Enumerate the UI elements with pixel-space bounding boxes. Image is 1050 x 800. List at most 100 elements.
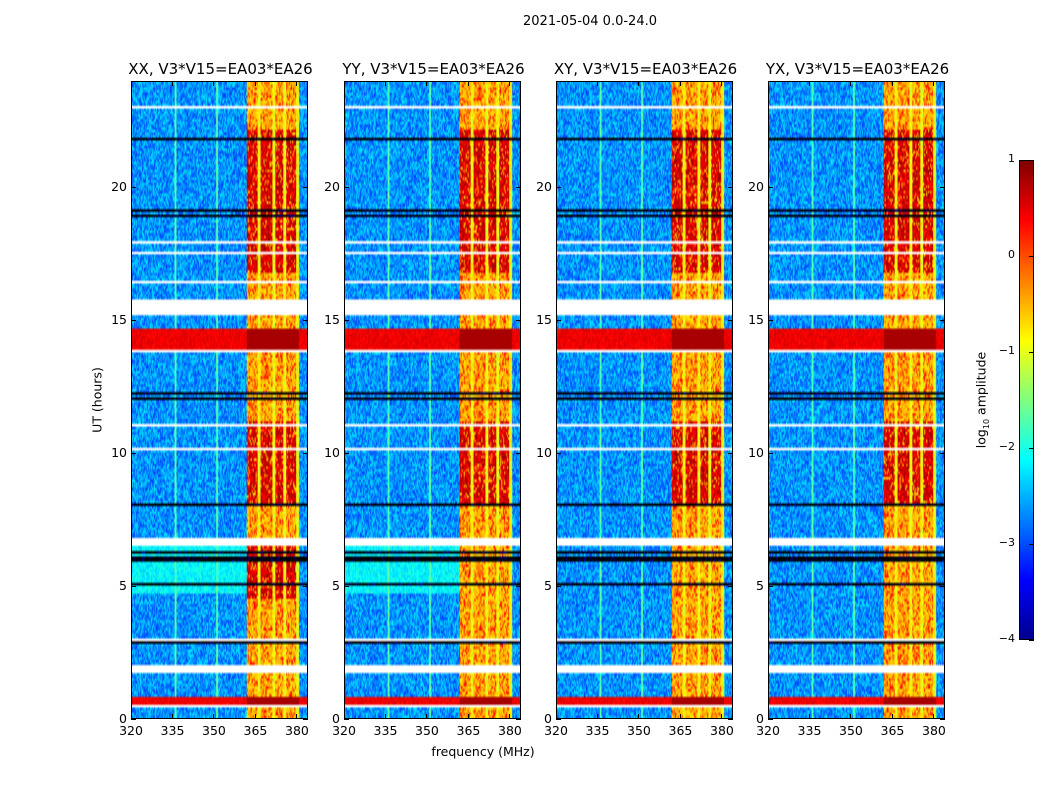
y-tick-label: 10 [324,445,340,461]
x-axis-label: frequency (MHz) [431,744,535,759]
x-tick-label: 365 [668,723,693,738]
x-tick-mark [171,714,173,719]
y-tick-label: 5 [119,578,127,594]
y-tick-mark [556,319,561,321]
y-tick-mark [728,452,733,454]
y-tick-label: 10 [111,445,127,461]
y-tick-mark [768,718,773,720]
x-tick-mark [171,81,173,86]
x-tick-mark [426,81,428,86]
x-tick-mark [296,81,298,86]
colorbar-tick-mark [1029,351,1034,353]
colorbar-tick-label: −3 [998,536,1015,549]
x-tick-mark [343,714,345,719]
x-tick-mark [638,714,640,719]
x-tick-mark [721,714,723,719]
y-tick-mark [556,718,561,720]
y-tick-label: 0 [332,711,340,726]
y-tick-mark [516,452,521,454]
y-tick-mark [303,319,308,321]
colorbar-tick-label: −1 [998,344,1015,357]
x-tick-label: 350 [202,723,226,738]
x-tick-label: 365 [243,723,268,738]
colorbar-label: log10 amplitude [973,351,991,449]
x-tick-label: 380 [498,723,522,738]
x-tick-mark [296,714,298,719]
y-tick-mark [516,186,521,188]
x-tick-label: 350 [415,723,439,738]
figure-title: 2021-05-04 0.0-24.0 [523,14,657,29]
y-tick-label: 15 [748,312,764,328]
y-tick-mark [940,319,945,321]
x-tick-label: 365 [880,723,905,738]
x-tick-label: 335 [373,723,398,738]
y-tick-label: 20 [324,179,340,195]
y-tick-mark [131,718,136,720]
y-tick-label: 15 [324,312,340,328]
y-tick-mark [768,585,773,587]
y-tick-label: 5 [332,578,340,594]
y-tick-mark [940,585,945,587]
x-tick-mark [679,81,681,86]
x-tick-mark [767,81,769,86]
y-tick-mark [768,186,773,188]
x-tick-label: 335 [585,723,610,738]
y-tick-label: 0 [119,711,127,726]
y-tick-label: 15 [111,312,127,328]
colorbar-tick-mark [1029,159,1034,161]
y-tick-mark [131,319,136,321]
y-tick-label: 20 [111,179,127,195]
y-tick-mark [516,718,521,720]
y-tick-label: 0 [544,711,552,726]
colorbar-tick-label: 1 [1008,152,1015,165]
y-tick-mark [728,319,733,321]
x-tick-label: 320 [756,723,780,738]
heatmap-cells [132,82,307,718]
y-tick-mark [940,452,945,454]
y-tick-label: 5 [544,578,552,594]
y-tick-mark [344,718,349,720]
colorbar [1019,160,1034,640]
y-axis-label: UT (hours) [89,367,105,433]
x-tick-label: 320 [332,723,356,738]
x-tick-mark [343,81,345,86]
x-tick-mark [891,81,893,86]
x-tick-mark [679,714,681,719]
heatmap-panel-1: XX, V3*V15=EA03*EA26 [128,60,313,719]
panel-title: YY, V3*V15=EA03*EA26 [342,60,525,78]
heatmap-panel-4: YX, V3*V15=EA03*EA26 [766,60,949,719]
x-tick-mark [808,81,810,86]
y-tick-mark [768,452,773,454]
x-tick-mark [467,714,469,719]
x-tick-mark [850,81,852,86]
y-tick-label: 20 [748,179,764,195]
y-tick-label: 15 [536,312,552,328]
y-tick-mark [344,585,349,587]
x-tick-mark [808,714,810,719]
x-tick-label: 380 [710,723,734,738]
y-tick-mark [131,585,136,587]
y-tick-label: 10 [536,445,552,461]
heatmap-panel-2: YY, V3*V15=EA03*EA26 [342,60,525,719]
x-tick-label: 350 [627,723,651,738]
y-tick-mark [516,319,521,321]
y-tick-mark [940,718,945,720]
heatmap-cells [769,82,944,718]
y-tick-mark [728,585,733,587]
x-tick-mark [721,81,723,86]
y-tick-mark [303,452,308,454]
x-tick-mark [933,714,935,719]
colorbar-tick-label: 0 [1008,248,1015,261]
x-tick-mark [638,81,640,86]
heatmap-panel-3: XY, V3*V15=EA03*EA26 [554,60,737,719]
x-tick-mark [850,714,852,719]
y-tick-mark [303,718,308,720]
x-tick-mark [933,81,935,86]
y-tick-label: 20 [536,179,552,195]
x-tick-mark [213,81,215,86]
y-tick-mark [344,452,349,454]
colorbar-tick-label: −4 [998,632,1015,645]
x-tick-label: 335 [797,723,822,738]
y-tick-mark [344,319,349,321]
x-tick-mark [254,714,256,719]
